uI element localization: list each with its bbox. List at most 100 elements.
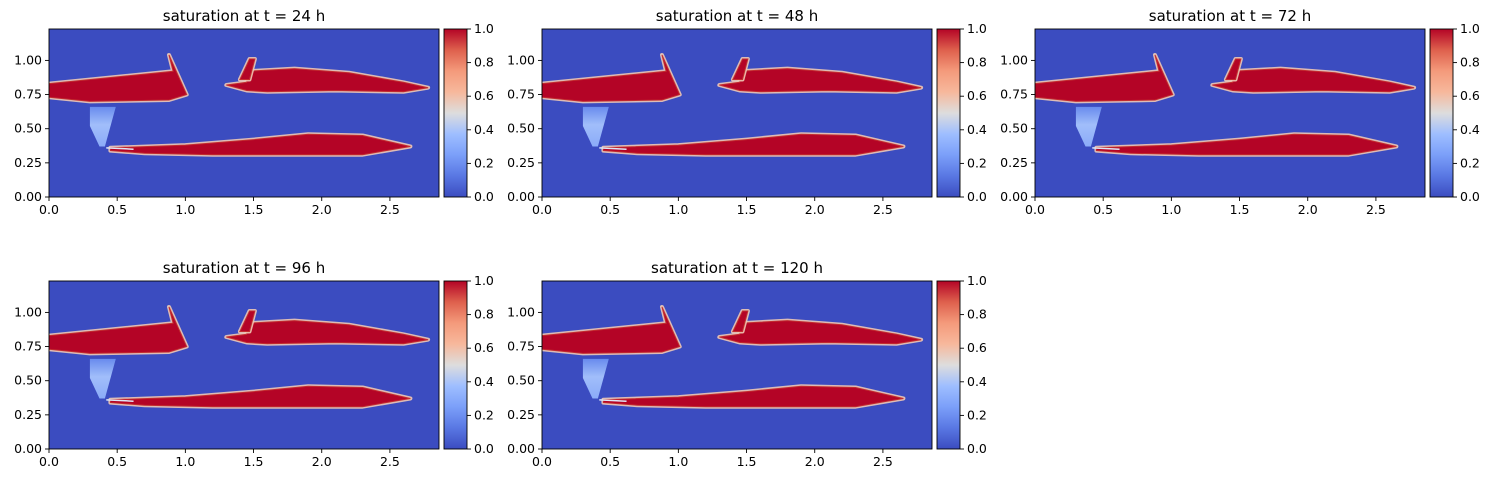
y-tick-label: 0.00 xyxy=(507,189,535,204)
colorbar-tick-label: 0.8 xyxy=(967,55,987,70)
x-tick-label: 1.5 xyxy=(737,202,757,217)
panel-title: saturation at t = 24 h xyxy=(163,7,325,25)
y-tick-label: 0.50 xyxy=(14,121,42,136)
colorbar-tick-label: 0.6 xyxy=(474,340,494,355)
x-tick-label: 0.5 xyxy=(107,454,127,469)
colorbar-tick-label: 0.2 xyxy=(967,407,987,422)
y-tick-label: 1.00 xyxy=(1000,52,1028,67)
colorbar-tick-label: 0.4 xyxy=(967,122,987,137)
panel-title: saturation at t = 120 h xyxy=(651,259,823,277)
diffuse-wedge-region xyxy=(89,358,116,399)
x-tick-label: 1.0 xyxy=(668,454,688,469)
y-tick-label: 0.50 xyxy=(1000,121,1028,136)
colorbar-tick-label: 1.0 xyxy=(1460,21,1480,36)
y-tick-label: 0.25 xyxy=(507,155,535,170)
panel-96h: saturation at t = 96 h 0.0 0.5 1.0 1.5 2.0 2.5… xyxy=(14,259,494,469)
upper-left-plume-region xyxy=(542,306,681,354)
x-tick-label: 2.5 xyxy=(873,202,893,217)
x-tick-label: 0.5 xyxy=(107,202,127,217)
x-tick-label: 2.0 xyxy=(312,202,332,217)
diffuse-wedge-region xyxy=(1075,106,1102,147)
colorbar: 0.0 0.2 0.4 0.6 0.8 1.0 xyxy=(1429,21,1480,204)
x-tick-label: 2.5 xyxy=(1366,202,1386,217)
upper-right-plume-region xyxy=(226,68,429,93)
colorbar-tick-label: 0.4 xyxy=(1460,122,1480,137)
y-tick-label: 0.25 xyxy=(507,407,535,422)
saturation-field xyxy=(49,281,439,449)
upper-right-plume-region xyxy=(226,320,429,345)
x-tick-label: 0.5 xyxy=(600,202,620,217)
y-tick-label: 0.25 xyxy=(14,407,42,422)
lower-plume-region xyxy=(1095,133,1397,156)
colorbar-gradient xyxy=(936,28,961,198)
colorbar-tick-label: 0.6 xyxy=(967,88,987,103)
x-tick-label: 1.0 xyxy=(175,454,195,469)
x-tick-label: 2.5 xyxy=(380,454,400,469)
y-tick-label: 0.75 xyxy=(507,87,535,102)
y-tick-label: 0.00 xyxy=(14,441,42,456)
panel-48h: saturation at t = 48 h 0.0 0.5 1.0 1.5 2.0 2.5… xyxy=(507,7,987,217)
colorbar-tick-label: 1.0 xyxy=(474,21,494,36)
y-tick-label: 1.00 xyxy=(507,304,535,319)
x-tick-label: 1.5 xyxy=(1230,202,1250,217)
colorbar-tick-label: 0.6 xyxy=(967,340,987,355)
colorbar-tick-label: 0.4 xyxy=(474,122,494,137)
y-tick-label: 0.00 xyxy=(507,441,535,456)
diffuse-wedge-region xyxy=(89,106,116,147)
colorbar-gradient xyxy=(443,28,468,198)
colorbar-tick-label: 0.0 xyxy=(474,441,494,456)
x-tick-label: 1.0 xyxy=(175,202,195,217)
axes-frame xyxy=(48,28,440,198)
colorbar: 0.0 0.2 0.4 0.6 0.8 1.0 xyxy=(443,273,494,456)
x-tick-label: 2.5 xyxy=(380,202,400,217)
saturation-field xyxy=(1035,29,1425,197)
upper-right-finger-region xyxy=(239,58,256,80)
x-tick-label: 0.5 xyxy=(600,454,620,469)
colorbar-tick-label: 0.6 xyxy=(1460,88,1480,103)
colorbar-gradient xyxy=(443,280,468,450)
colorbar-tick-label: 0.8 xyxy=(474,55,494,70)
panel-title: saturation at t = 48 h xyxy=(656,7,818,25)
colorbar-tick-label: 0.4 xyxy=(474,374,494,389)
y-tick-label: 1.00 xyxy=(14,304,42,319)
y-tick-label: 0.50 xyxy=(507,121,535,136)
panel-120h: saturation at t = 120 h 0.0 0.5 1.0 1.5 2.0 2.… xyxy=(507,259,987,469)
y-tick-label: 0.25 xyxy=(14,155,42,170)
colorbar-tick-label: 0.2 xyxy=(474,407,494,422)
panel-72h: saturation at t = 72 h 0.0 0.5 1.0 1.5 2.0 2.5… xyxy=(1000,7,1480,217)
colorbar: 0.0 0.2 0.4 0.6 0.8 1.0 xyxy=(936,273,987,456)
upper-right-finger-region xyxy=(732,310,749,332)
saturation-field xyxy=(542,281,932,449)
y-tick-label: 0.75 xyxy=(14,339,42,354)
x-tick-label: 0.0 xyxy=(532,454,552,469)
y-tick-label: 0.75 xyxy=(14,87,42,102)
axes-frame xyxy=(541,28,933,198)
y-tick-label: 0.75 xyxy=(1000,87,1028,102)
lower-tail-line xyxy=(599,147,627,150)
colorbar-tick-label: 1.0 xyxy=(967,21,987,36)
x-tick-label: 1.0 xyxy=(668,202,688,217)
colorbar-tick-label: 0.4 xyxy=(967,374,987,389)
upper-left-plume-region xyxy=(542,54,681,102)
lower-tail-line xyxy=(599,399,627,402)
y-tick-label: 0.75 xyxy=(507,339,535,354)
diffuse-wedge-region xyxy=(582,358,609,399)
colorbar: 0.0 0.2 0.4 0.6 0.8 1.0 xyxy=(443,21,494,204)
x-tick-label: 1.5 xyxy=(244,202,264,217)
lower-plume-region xyxy=(602,385,904,408)
upper-left-plume-region xyxy=(1035,54,1174,102)
colorbar-tick-label: 1.0 xyxy=(474,273,494,288)
x-tick-label: 2.0 xyxy=(805,202,825,217)
x-tick-label: 1.0 xyxy=(1161,202,1181,217)
y-tick-label: 0.50 xyxy=(507,373,535,388)
colorbar-tick-label: 0.8 xyxy=(474,307,494,322)
x-tick-label: 2.0 xyxy=(805,454,825,469)
axes-frame xyxy=(48,280,440,450)
y-tick-label: 0.50 xyxy=(14,373,42,388)
lower-plume-region xyxy=(109,133,411,156)
panel-title: saturation at t = 96 h xyxy=(163,259,325,277)
saturation-field xyxy=(542,29,932,197)
colorbar-tick-label: 0.0 xyxy=(967,189,987,204)
upper-right-finger-region xyxy=(1225,58,1242,80)
